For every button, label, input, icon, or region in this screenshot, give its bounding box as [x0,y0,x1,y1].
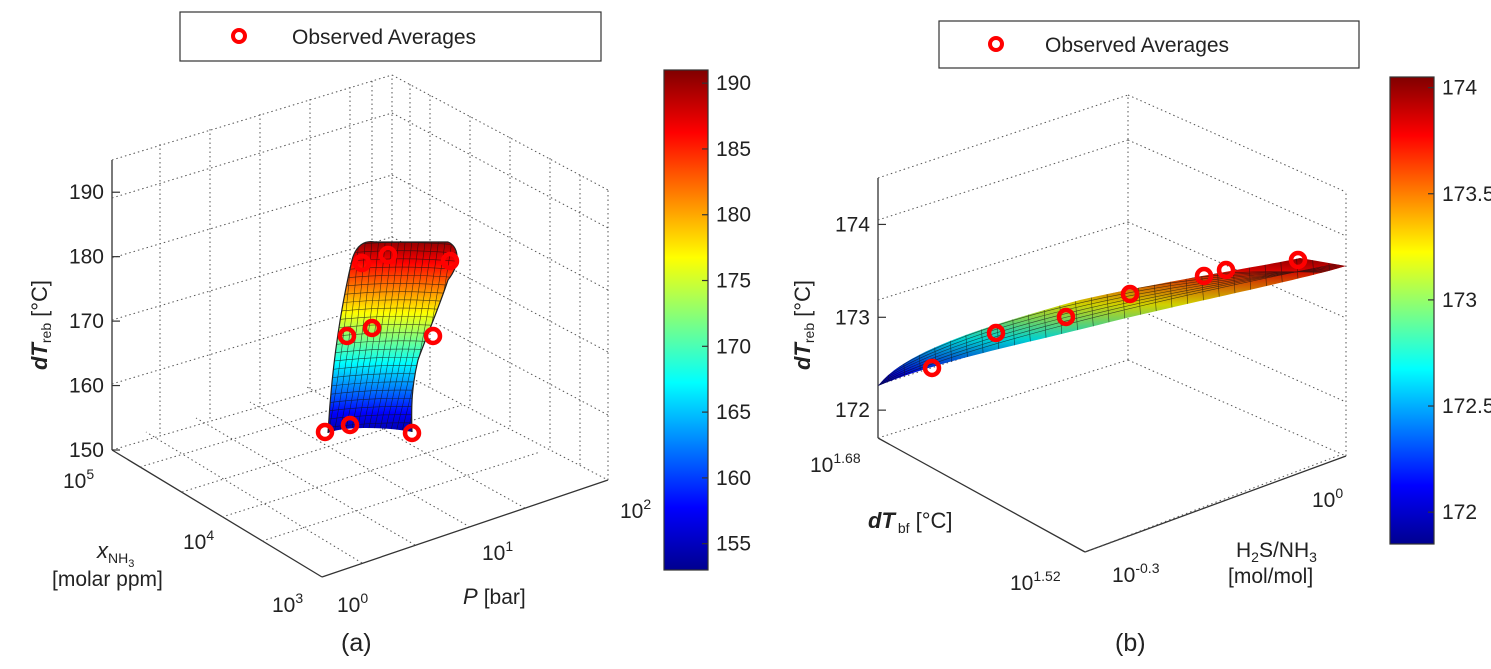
y-tick: 10-0.3 [1112,560,1160,587]
colorbar-ticks-b: 172 172.5 173 173.5 174 [1428,77,1491,524]
x-tick: 101.52 [1010,568,1061,595]
observed-point [352,253,372,273]
colorbar-ticks-a: 155 160 165 170 175 180 185 190 [702,72,751,556]
observed-point [1288,250,1308,270]
observed-point [315,422,335,442]
panel-label-b: (b) [1115,629,1146,657]
legend-label: Observed Averages [292,26,476,49]
observed-point [423,326,443,346]
observed-point [362,318,382,338]
colorbar-tick-label: 172.5 [1442,395,1491,418]
y-tick: 101 [482,538,513,565]
y-tick: 102 [620,496,651,523]
colorbar-tick-label: 165 [716,401,751,424]
surface-mesh [878,258,1346,386]
axes-frame-a [111,160,609,578]
legend-a: Observed Averages [179,11,602,62]
legend-label: Observed Averages [1045,34,1229,57]
y-tick: 100 [1312,485,1343,512]
observed-points-b [922,250,1308,378]
observed-point [1056,307,1076,327]
y-axis-label-a: P [bar] [463,584,526,609]
observed-point [337,326,357,346]
z-tick-label: 172 [835,399,870,422]
y-axis-unit-b: [mol/mol] [1228,565,1313,588]
x-tick: 101.68 [810,450,861,477]
z-ticks-b: 172 173 174 [835,213,886,422]
x-axis-label-a: xNH3 [96,538,134,570]
colorbar-tick-label: 170 [716,335,751,358]
observed-point [1194,266,1214,286]
observed-point [340,415,360,435]
colorbar-b: 172 172.5 173 173.5 174 [1389,76,1491,545]
z-tick-label: 160 [69,375,104,398]
z-tick-label: 150 [69,439,104,462]
colorbar-tick-label: 173 [1442,289,1477,312]
z-axis-label-a: dTreb[°C] [27,280,54,370]
y-tick: 100 [337,590,368,617]
colorbar-a: 155 160 165 170 175 180 185 190 [663,69,751,571]
colorbar-tick-label: 185 [716,138,751,161]
z-tick-label: 180 [69,246,104,269]
y-axis-label-b: H2S/NH3 [1236,539,1317,565]
y-ticks-b: 10-0.3 100 [1112,485,1343,587]
observed-marker-icon [988,36,1004,52]
observed-point [1120,284,1140,304]
colorbar-tick-label: 180 [716,204,751,227]
grid-b [877,94,1347,553]
observed-point [986,323,1006,343]
observed-point [922,358,942,378]
x-tick: 103 [272,590,303,617]
surface-b [878,258,1346,386]
colorbar-tick-label: 173.5 [1442,183,1491,206]
x-ticks-b: 101.68 101.52 [810,450,1061,595]
z-ticks-a: 150 160 170 180 190 [69,181,120,462]
panel-b: Observed Averages 172 173 [790,20,1491,657]
observed-point [440,251,460,271]
colorbar-tick-label: 174 [1442,77,1477,100]
panel-label-a: (a) [341,629,372,657]
panel-a: Observed Averages [27,11,751,657]
x-tick: 105 [63,466,94,493]
x-axis-unit-a: [molar ppm] [52,568,163,591]
legend-box [938,20,1360,69]
y-ticks-a: 100 101 102 [337,496,651,617]
x-ticks-a: 103 104 105 [63,466,303,617]
x-tick: 104 [183,527,214,554]
legend-b: Observed Averages [938,20,1360,69]
colorbar-tick-label: 160 [716,467,751,490]
observed-point [1216,260,1236,280]
colorbar-tick-label: 155 [716,533,751,556]
observed-points-a [315,245,460,443]
z-tick-label: 174 [835,213,870,236]
observed-point [402,423,422,443]
x-axis-label-b: dT bf [°C] [868,508,953,536]
axes-frame-b [877,178,1347,553]
observed-point [378,245,398,265]
colorbar-gradient [1389,76,1435,545]
legend-box [179,11,602,62]
colorbar-tick-label: 172 [1442,501,1477,524]
z-tick-label: 173 [835,306,870,329]
observed-marker-icon [231,28,247,44]
colorbar-gradient [663,69,709,571]
colorbar-tick-label: 175 [716,270,751,293]
colorbar-tick-label: 190 [716,72,751,95]
z-tick-label: 170 [69,310,104,333]
z-axis-label-b: dTreb[°C] [790,280,817,370]
z-tick-label: 190 [69,181,104,204]
